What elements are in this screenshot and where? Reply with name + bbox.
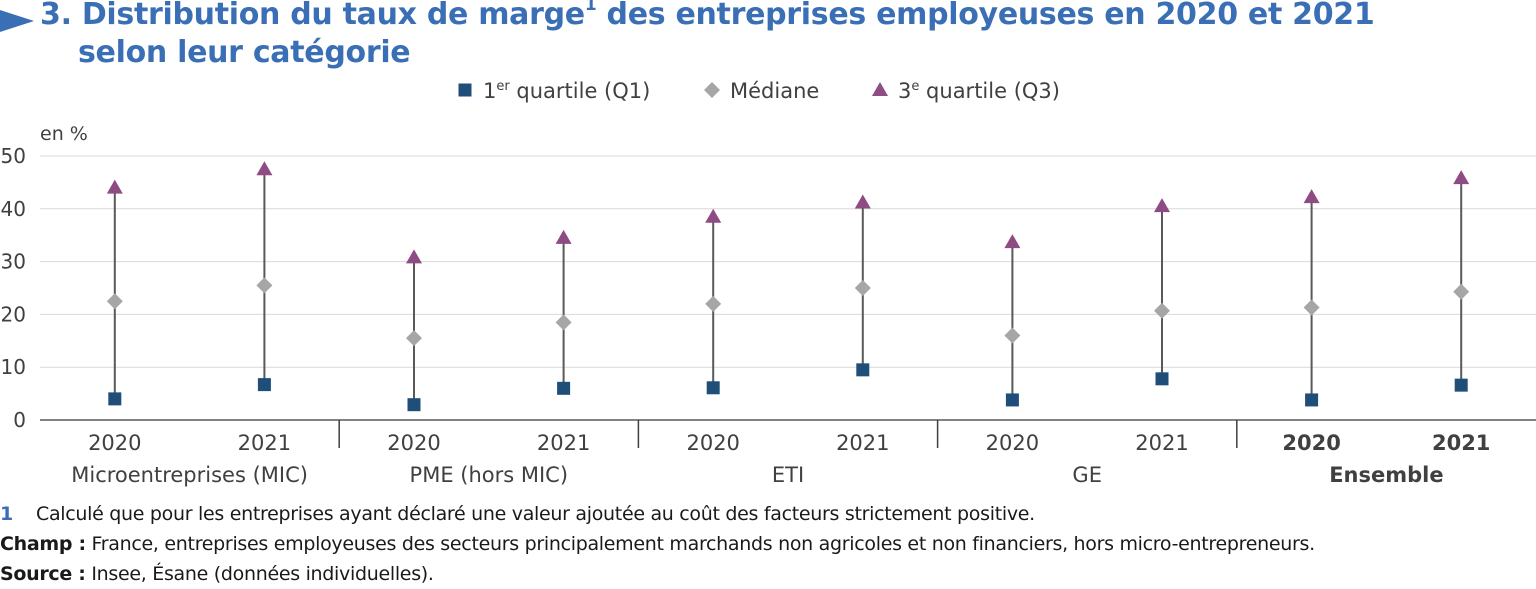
median-marker-4-1 [1453,283,1470,300]
chart-title-text: 3. Distribution du taux de marge1 des en… [40,0,1375,72]
point-group-3-1 [1154,198,1170,386]
median-marker-2-0 [705,295,722,312]
source-text: Insee, Ésane (données individuelles). [85,563,434,585]
point-group-2-0 [705,208,722,395]
q3-marker-2-1 [854,194,871,209]
year-label-1-0: 2020 [387,431,440,455]
q1-marker-2-1 [856,363,870,377]
year-label-2-1: 2021 [836,431,889,455]
x-axis: Microentreprises (MIC) 2020 2021 PME (hors … [40,419,1536,487]
median-marker-1-1 [555,314,572,331]
point-group-1-0 [406,249,422,412]
legend-triangle-icon [872,82,888,96]
legend-item-q3: 3e quartile (Q3) [872,79,1060,103]
group-label-2: ETI [772,463,804,487]
legend-label-q1: 1er quartile (Q1) [483,79,650,103]
year-label-0-0: 2020 [88,431,141,455]
year-label-4-1: 2021 [1432,431,1490,455]
y-axis: en % 0 10 20 30 40 50 [1,123,88,432]
point-group-0-0 [106,179,123,406]
legend-label-q3: 3e quartile (Q3) [898,79,1060,103]
q1-marker-1-0 [407,398,421,412]
q3-marker-4-0 [1303,189,1320,204]
year-label-1-1: 2021 [537,431,590,455]
y-tick-label-50: 50 [1,144,26,168]
chart-svg: 1er quartile (Q1) Médiane 3e quartile (Q3)… [1,79,1536,487]
y-tick-label-40: 40 [1,197,26,221]
point-group-0-1 [256,161,273,392]
gridlines [40,155,1536,368]
q3-marker-1-1 [555,229,572,244]
legend-diamond-icon [704,82,720,98]
q3-marker-0-1 [256,161,273,176]
footnote-1: 1 Calculé que pour les entreprises ayant … [0,499,1536,529]
median-marker-3-1 [1154,302,1170,319]
q3-marker-3-1 [1154,198,1170,213]
footnote-number: 1 [0,503,13,525]
y-tick-label-30: 30 [1,250,26,274]
q1-marker-0-1 [257,378,271,392]
title-line-1: 3. Distribution du taux de marge1 des en… [40,0,1375,32]
q3-marker-0-0 [106,179,123,194]
legend-item-median: Médiane [704,79,819,103]
point-group-4-0 [1303,189,1320,407]
group-label-0: Microentreprises (MIC) [71,463,308,487]
q1-marker-1-1 [557,381,571,395]
chart-area: 1er quartile (Q1) Médiane 3e quartile (Q3)… [0,70,1536,500]
point-group-4-1 [1453,170,1470,392]
q1-marker-3-0 [1005,393,1019,407]
median-marker-3-0 [1004,327,1021,344]
champ-note: Champ : France, entreprises employeuses … [0,529,1536,559]
point-group-2-1 [854,194,871,377]
legend: 1er quartile (Q1) Médiane 3e quartile (Q3) [458,79,1060,103]
q1-marker-3-1 [1155,372,1169,386]
footnote-text: Calculé que pour les entreprises ayant d… [36,503,1035,525]
group-label-1: PME (hors MIC) [410,463,569,487]
q3-marker-3-0 [1004,234,1021,249]
point-group-1-1 [555,229,572,395]
year-label-3-0: 2020 [986,431,1039,455]
title-line-2: selon leur catégorie [78,35,411,70]
year-label-4-0: 2020 [1282,431,1340,455]
year-label-2-0: 2020 [686,431,739,455]
title-footnote-ref: 1 [584,0,597,15]
q3-marker-4-1 [1453,170,1470,185]
legend-label-median: Médiane [730,79,819,103]
q3-marker-2-0 [705,208,722,223]
median-marker-0-1 [256,277,273,294]
year-label-3-1: 2021 [1135,431,1188,455]
point-group-3-0 [1004,234,1021,407]
y-tick-label-10: 10 [1,355,26,379]
median-marker-1-0 [406,330,422,347]
y-tick-label-20: 20 [1,302,26,326]
legend-square-icon [458,83,472,97]
footnotes: 1 Calculé que pour les entreprises ayant … [0,499,1536,589]
title-arrow-icon [0,10,34,32]
group-label-3: GE [1072,463,1102,487]
y-axis-unit-label: en % [40,123,88,145]
q1-marker-0-0 [108,392,122,406]
data-series [106,161,1470,412]
q3-marker-1-0 [406,249,422,264]
median-marker-0-0 [106,293,123,310]
q1-marker-2-0 [706,381,720,395]
legend-item-q1: 1er quartile (Q1) [458,79,650,103]
year-label-0-1: 2021 [238,431,291,455]
champ-text: France, entreprises employeuses des sect… [85,533,1316,555]
median-marker-4-0 [1303,299,1320,316]
y-tick-label-0: 0 [13,408,26,432]
median-marker-2-1 [854,280,871,296]
q1-marker-4-0 [1305,393,1319,407]
champ-label: Champ : [0,533,86,555]
chart-title: 3. Distribution du taux de marge1 des en… [0,0,1500,78]
q1-marker-4-1 [1454,378,1468,392]
source-note: Source : Insee, Ésane (données individue… [0,559,1536,589]
group-label-4: Ensemble [1329,463,1443,487]
source-label: Source : [0,563,86,585]
